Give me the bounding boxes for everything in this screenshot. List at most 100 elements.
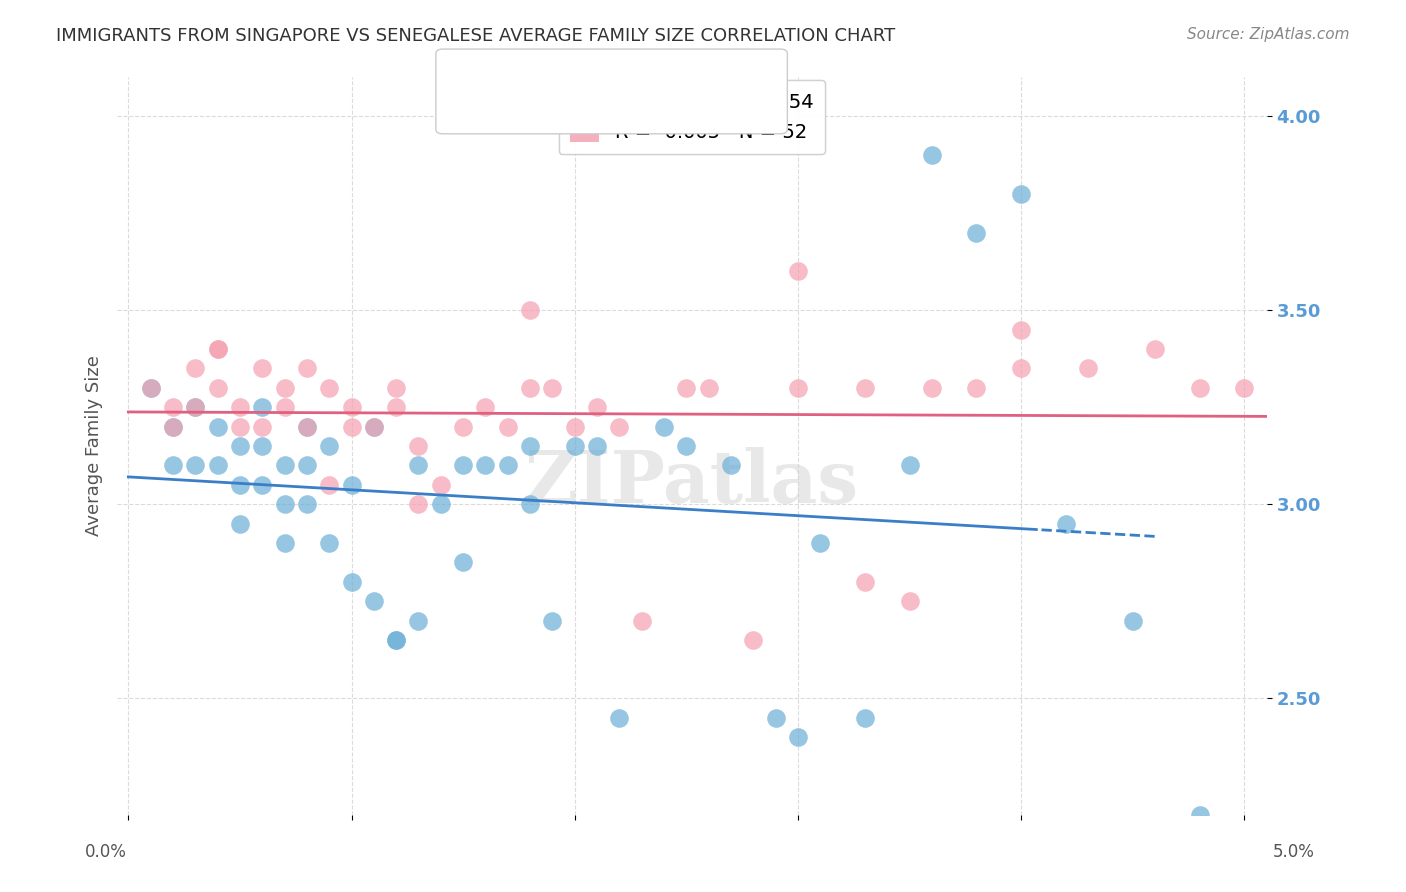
Point	[675, 381, 697, 395]
Point	[385, 401, 408, 415]
Legend: R =  -0.117   N = 54, R = -0.005   N = 52: R = -0.117 N = 54, R = -0.005 N = 52	[558, 79, 825, 154]
Text: 0.0%: 0.0%	[84, 843, 127, 861]
Point	[184, 401, 207, 415]
Point	[385, 632, 408, 647]
Text: IMMIGRANTS FROM SINGAPORE VS SENEGALESE AVERAGE FAMILY SIZE CORRELATION CHART: IMMIGRANTS FROM SINGAPORE VS SENEGALESE …	[56, 27, 896, 45]
Point	[1077, 361, 1099, 376]
Point	[451, 419, 474, 434]
Point	[207, 342, 229, 356]
Point	[139, 381, 162, 395]
Point	[363, 419, 385, 434]
Point	[430, 477, 453, 491]
Point	[252, 439, 274, 453]
Point	[1010, 361, 1032, 376]
Point	[586, 439, 609, 453]
Point	[1054, 516, 1077, 531]
Point	[898, 458, 921, 473]
Point	[474, 458, 496, 473]
Point	[1010, 186, 1032, 201]
Point	[207, 419, 229, 434]
Point	[630, 614, 652, 628]
Point	[853, 574, 876, 589]
Point	[965, 381, 987, 395]
Point	[385, 632, 408, 647]
Point	[340, 477, 363, 491]
Text: ZIPatlas: ZIPatlas	[524, 448, 859, 518]
Point	[652, 419, 675, 434]
Point	[207, 458, 229, 473]
Point	[742, 632, 765, 647]
Point	[408, 458, 430, 473]
Point	[541, 614, 564, 628]
Point	[295, 361, 318, 376]
Point	[697, 381, 720, 395]
Point	[229, 419, 252, 434]
Point	[273, 536, 295, 550]
Point	[609, 419, 631, 434]
Point	[921, 148, 943, 162]
Point	[273, 381, 295, 395]
Point	[853, 710, 876, 724]
Point	[207, 342, 229, 356]
Point	[765, 710, 787, 724]
Text: Source: ZipAtlas.com: Source: ZipAtlas.com	[1187, 27, 1350, 42]
Point	[451, 458, 474, 473]
Point	[318, 536, 340, 550]
Point	[184, 401, 207, 415]
Point	[273, 458, 295, 473]
Point	[430, 497, 453, 511]
Point	[340, 574, 363, 589]
Point	[519, 381, 541, 395]
Point	[541, 381, 564, 395]
Point	[408, 614, 430, 628]
Point	[295, 419, 318, 434]
Point	[564, 439, 586, 453]
Point	[229, 516, 252, 531]
Point	[340, 419, 363, 434]
Point	[229, 439, 252, 453]
Point	[229, 477, 252, 491]
Point	[318, 439, 340, 453]
Point	[162, 419, 184, 434]
Point	[675, 439, 697, 453]
Point	[273, 497, 295, 511]
Text: 5.0%: 5.0%	[1272, 843, 1315, 861]
Point	[1143, 342, 1166, 356]
Point	[1188, 807, 1211, 822]
Point	[564, 419, 586, 434]
Point	[229, 401, 252, 415]
Point	[318, 477, 340, 491]
Point	[340, 401, 363, 415]
Point	[496, 458, 519, 473]
Point	[1122, 614, 1144, 628]
Point	[720, 458, 742, 473]
Point	[898, 594, 921, 608]
Point	[252, 361, 274, 376]
Point	[519, 303, 541, 318]
Point	[184, 458, 207, 473]
Point	[787, 381, 810, 395]
Point	[184, 361, 207, 376]
Point	[451, 555, 474, 569]
Point	[363, 419, 385, 434]
Point	[273, 401, 295, 415]
Point	[318, 381, 340, 395]
Point	[295, 419, 318, 434]
Point	[139, 381, 162, 395]
Point	[252, 477, 274, 491]
Point	[496, 419, 519, 434]
Point	[609, 710, 631, 724]
Point	[162, 458, 184, 473]
Point	[921, 381, 943, 395]
Point	[408, 439, 430, 453]
Point	[586, 401, 609, 415]
Point	[162, 401, 184, 415]
Point	[519, 497, 541, 511]
Point	[408, 497, 430, 511]
Point	[252, 419, 274, 434]
Point	[808, 536, 831, 550]
Point	[295, 458, 318, 473]
Point	[295, 497, 318, 511]
Point	[519, 439, 541, 453]
Point	[385, 381, 408, 395]
